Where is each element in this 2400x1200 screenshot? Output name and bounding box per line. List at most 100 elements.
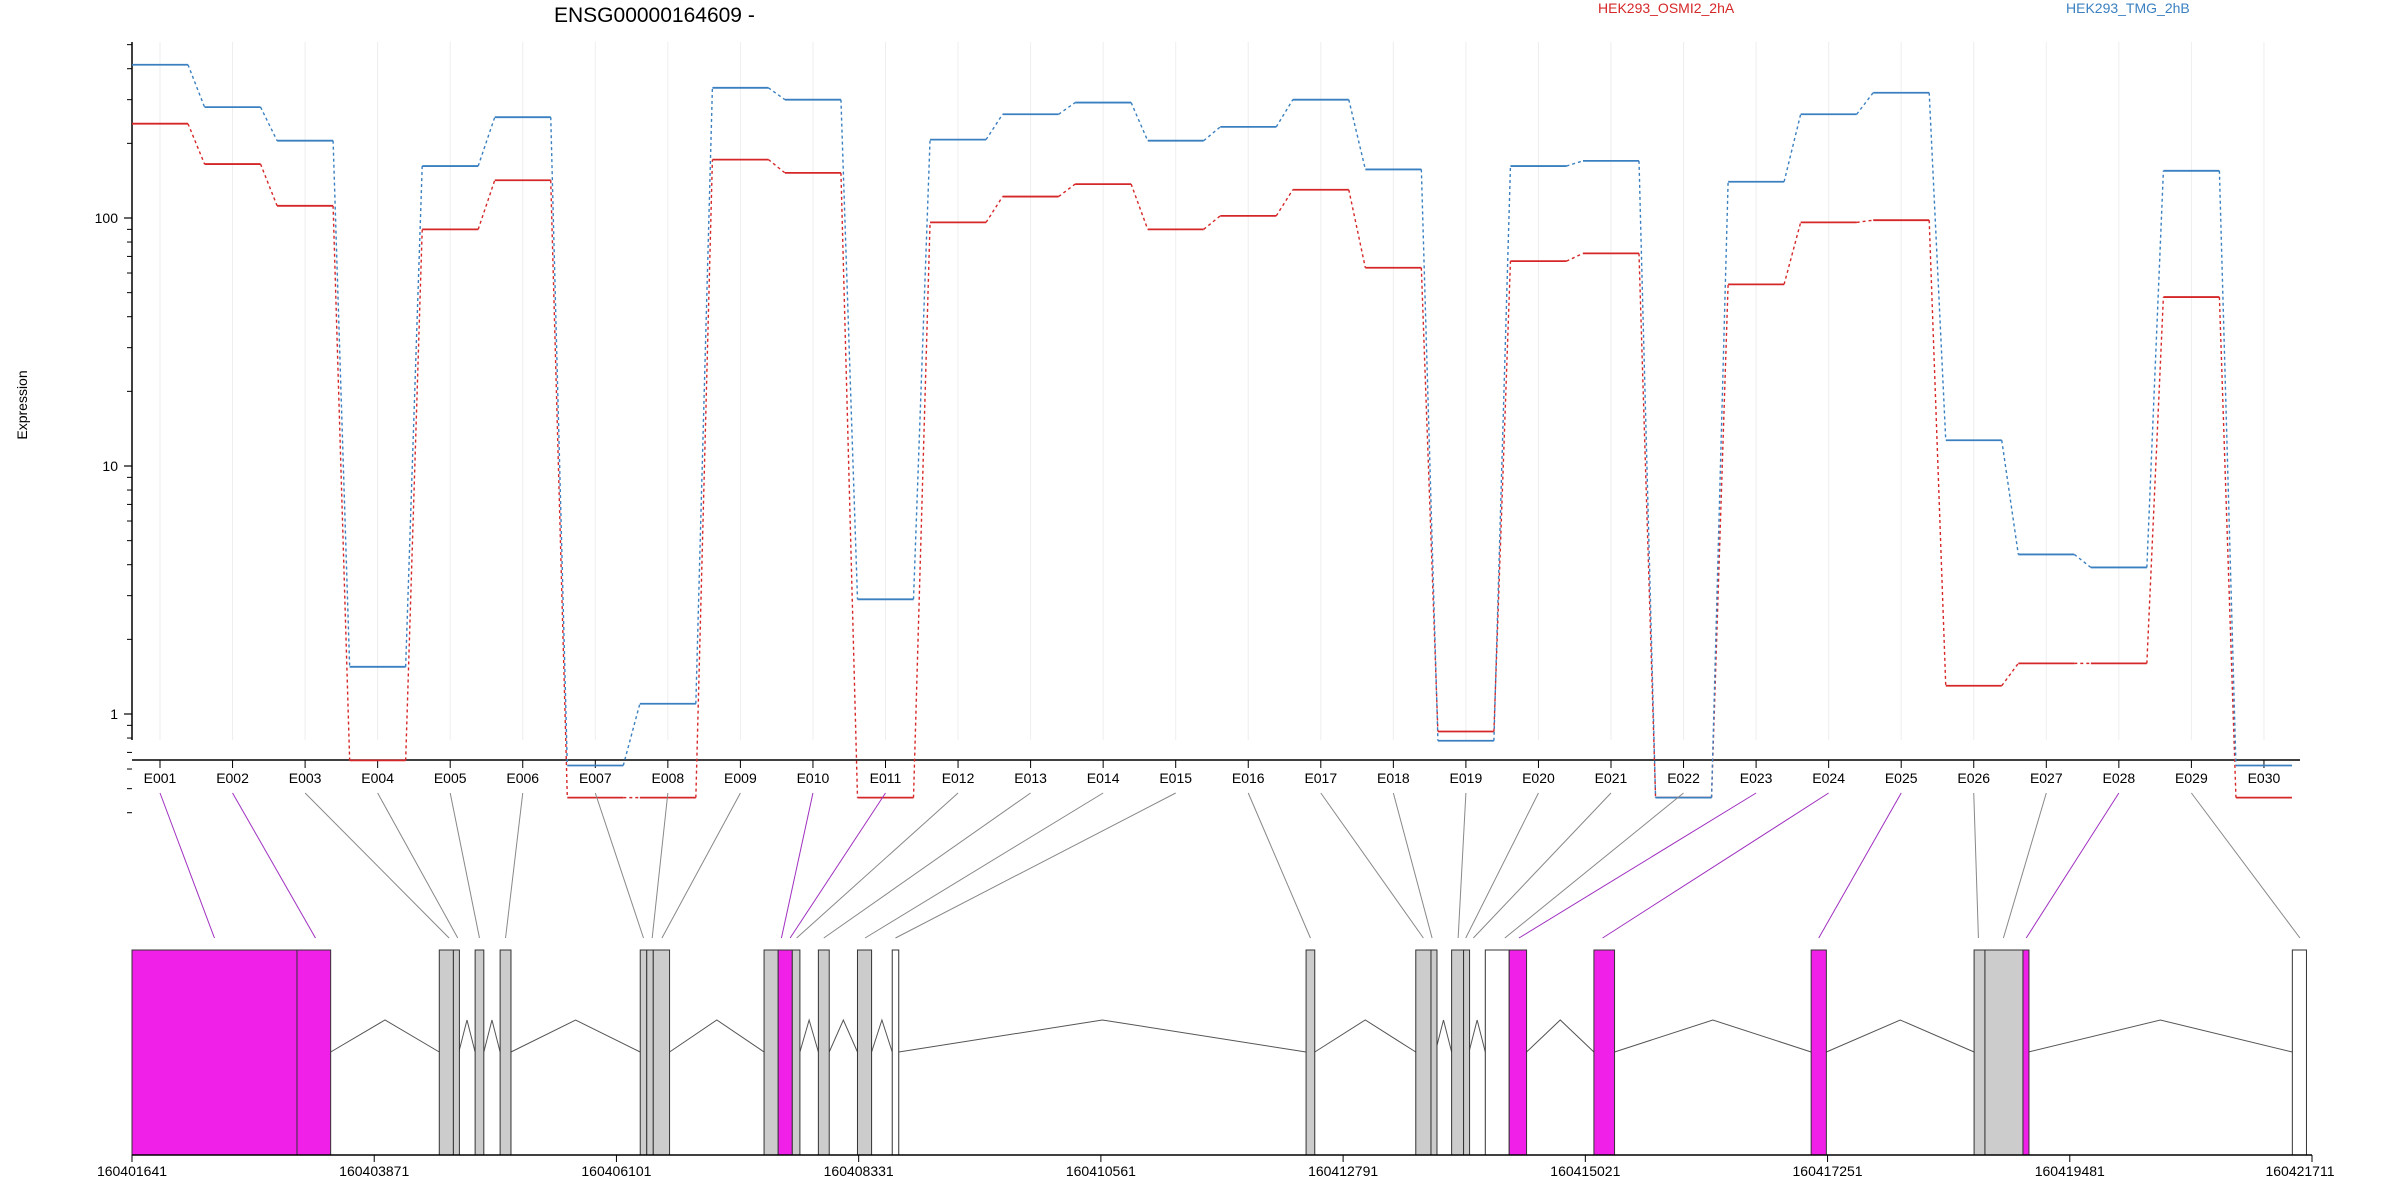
x-tick-label: E014	[1087, 770, 1120, 786]
x-tick-label: E005	[434, 770, 467, 786]
bin-connector	[823, 792, 1031, 939]
series-lines	[132, 63, 2292, 799]
series-connector	[767, 159, 786, 174]
bin-connector	[1518, 792, 1757, 939]
series-connector	[1420, 169, 1439, 741]
chart-title: ENSG00000164609 -	[554, 4, 755, 27]
x-tick-label: E010	[797, 770, 830, 786]
series-connector	[2001, 440, 2019, 555]
bin-connector	[1504, 792, 1684, 939]
series-connector	[2218, 170, 2237, 766]
x-tick-label: E008	[651, 770, 684, 786]
x-tick-label: E025	[1885, 770, 1918, 786]
intron-line	[1614, 1019, 1812, 1053]
series-connector	[477, 116, 496, 167]
series-connector	[1856, 219, 1874, 224]
series-connector	[332, 140, 351, 667]
series-connector	[840, 172, 859, 798]
bin-connector	[1602, 792, 1829, 939]
exon-box	[646, 949, 654, 1156]
coord-tick-label: 160421711	[2265, 1163, 2334, 1179]
series-connector	[1130, 102, 1149, 141]
bin-connector	[594, 792, 644, 939]
series-connector	[1710, 181, 1729, 798]
legend-series-2: HEK293_TMG_2hB	[2066, 0, 2190, 16]
x-tick-label: E018	[1377, 770, 1410, 786]
series-connector	[1130, 183, 1149, 230]
intron-lines	[330, 1018, 2293, 1053]
series-connector	[187, 64, 206, 108]
series-connector	[259, 163, 278, 207]
bin-connector	[449, 792, 480, 939]
exon-box	[1415, 949, 1432, 1156]
y-tick-label: 10	[102, 458, 118, 474]
coord-tick-label: 160406101	[581, 1163, 651, 1179]
exon-box	[817, 949, 830, 1156]
series-connector	[1348, 189, 1367, 268]
exon-box	[131, 949, 298, 1156]
bin-connector	[796, 792, 959, 939]
x-tick-label: E009	[724, 770, 757, 786]
exon-box	[1984, 949, 2024, 1156]
bin-connector	[1465, 792, 1539, 939]
exon-box	[1430, 949, 1438, 1156]
x-tick-label: E007	[579, 770, 612, 786]
x-tick-label: E024	[1812, 770, 1845, 786]
x-tick-label: E022	[1667, 770, 1700, 786]
exon-box	[652, 949, 671, 1156]
x-tick-label: E002	[216, 770, 249, 786]
exon-box	[639, 949, 648, 1156]
series-connector	[1493, 261, 1512, 732]
legend-series-1: HEK293_OSMI2_2hA	[1598, 0, 1735, 16]
x-tick-label: E013	[1014, 770, 1047, 786]
coord-tick-label: 160412791	[1308, 1163, 1378, 1179]
intron-line	[1434, 1019, 1453, 1053]
series-connector	[1638, 160, 1657, 798]
bin-connector	[789, 792, 886, 939]
intron-line	[458, 1019, 476, 1053]
x-axis-ticks: E001 E002 E003 E004 E005 E006 E007 E008 E009 E010…	[144, 760, 2281, 786]
series-connector	[332, 205, 351, 761]
series-connector	[1783, 114, 1802, 182]
exon-box	[438, 949, 454, 1156]
series-connector	[259, 106, 278, 141]
x-tick-label: E016	[1232, 770, 1265, 786]
exon-box	[1810, 949, 1827, 1156]
bin-connector	[1973, 792, 1979, 939]
bin-connector	[1320, 792, 1424, 939]
bin-connector	[505, 792, 524, 939]
exon-box	[452, 949, 460, 1156]
series-connector	[1566, 252, 1584, 262]
series-connector	[622, 703, 641, 766]
x-tick-label: E026	[1957, 770, 1990, 786]
bin-connector	[1457, 792, 1467, 939]
series-connector	[695, 87, 714, 704]
exon-box	[763, 949, 779, 1156]
series-connector	[912, 222, 931, 798]
bin-connector	[304, 792, 450, 939]
series-connector	[2146, 297, 2165, 664]
series-connector	[187, 123, 206, 165]
x-tick-label: E023	[1740, 770, 1773, 786]
series-connector	[985, 113, 1004, 141]
coord-tick-label: 160415021	[1550, 1163, 1620, 1179]
exon-box	[1484, 949, 1510, 1156]
exon-box	[2291, 949, 2307, 1156]
bin-connector	[159, 792, 215, 939]
exon-box	[474, 949, 485, 1156]
exon-box	[1463, 949, 1471, 1156]
exon-box	[791, 949, 801, 1156]
intron-line	[2028, 1019, 2293, 1053]
bin-connector	[2190, 792, 2301, 939]
series-connector	[1566, 160, 1584, 167]
series-1	[132, 122, 2292, 799]
series-connector	[767, 87, 786, 101]
exon-box	[1508, 949, 1528, 1156]
series-connector	[1493, 166, 1512, 741]
coord-tick-label: 160419481	[2035, 1163, 2105, 1179]
series-connector	[1783, 222, 1802, 285]
series-connector	[985, 196, 1004, 223]
intron-line	[483, 1019, 501, 1053]
series-connector	[1058, 183, 1076, 198]
